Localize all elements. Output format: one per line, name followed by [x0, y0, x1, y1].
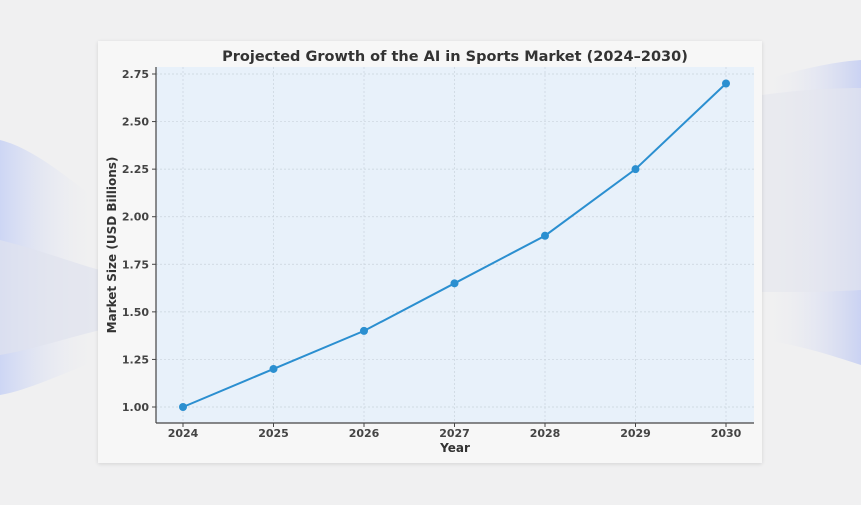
chart-title: Projected Growth of the AI in Sports Mar… — [222, 49, 688, 65]
x-tick-label: 2028 — [530, 427, 561, 440]
x-axis-label: Year — [439, 441, 470, 455]
plot-area — [156, 67, 754, 423]
x-tick-label: 2030 — [711, 427, 742, 440]
x-tick-label: 2027 — [439, 427, 470, 440]
data-point-2025 — [269, 364, 278, 373]
x-tick-label: 2024 — [168, 427, 199, 440]
y-tick-label: 1.75 — [122, 258, 149, 271]
y-tick-label: 2.50 — [122, 116, 149, 129]
ticks: 2024 2025 2026 2027 2028 2029 2030 1.00 1.25 1.50… — [122, 68, 742, 440]
y-tick-label: 2.75 — [122, 68, 149, 81]
x-tick-label: 2025 — [258, 427, 289, 440]
y-tick-label: 2.00 — [122, 211, 149, 224]
y-tick-label: 1.50 — [122, 306, 149, 319]
data-point-2028 — [541, 231, 549, 240]
data-point-2029 — [631, 165, 640, 174]
data-point-2024 — [179, 403, 187, 411]
data-point-2030 — [722, 79, 730, 88]
data-point-2026 — [360, 326, 368, 335]
y-axis-label: Market Size (USD Billions) — [105, 157, 119, 334]
y-tick-label: 2.25 — [122, 163, 149, 176]
grid — [156, 67, 754, 423]
series — [179, 79, 730, 411]
y-tick-label: 1.00 — [122, 401, 149, 414]
y-tick-label: 1.25 — [122, 353, 149, 366]
x-tick-label: 2029 — [620, 427, 651, 440]
x-tick-label: 2026 — [349, 427, 380, 440]
data-point-2027 — [450, 279, 459, 288]
